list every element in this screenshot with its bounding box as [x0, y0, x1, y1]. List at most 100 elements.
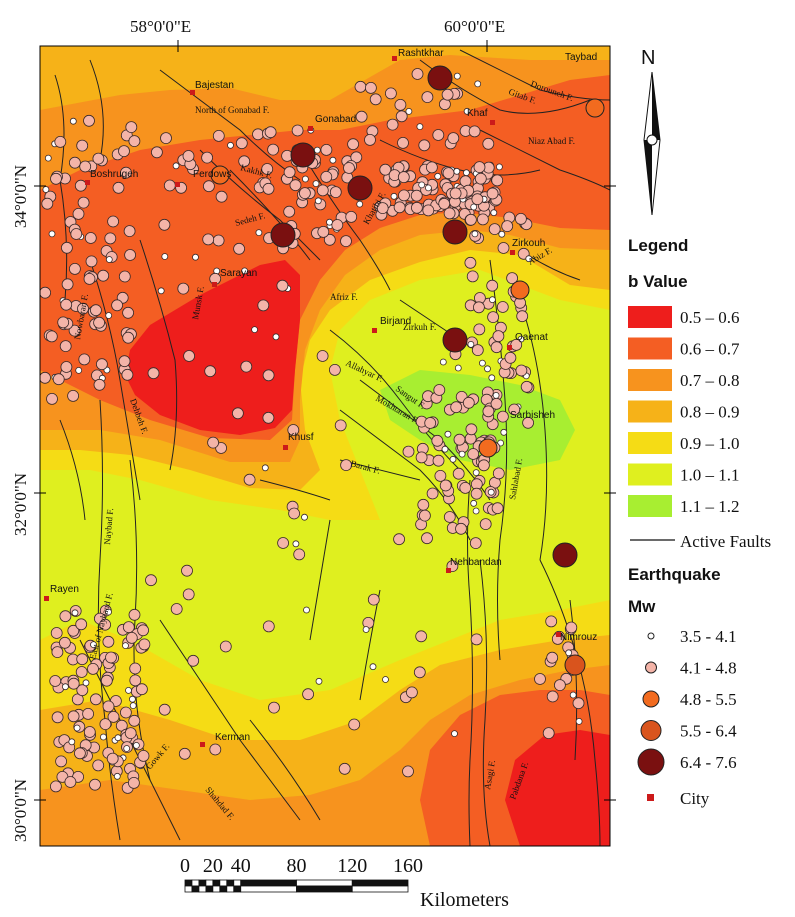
earthquake-point [470, 633, 483, 646]
earthquake-point [402, 765, 414, 778]
earthquake-point [102, 635, 115, 648]
earthquake-point [504, 351, 517, 364]
earthquake-point [331, 219, 344, 231]
earthquake-point [497, 242, 510, 254]
earthquake-point [67, 710, 80, 723]
earthquake-point [434, 172, 442, 180]
earthquake-point [421, 91, 434, 103]
earthquake-point [125, 632, 138, 644]
earthquake-point [157, 287, 165, 295]
earthquake-point [129, 674, 142, 687]
earthquake-point [515, 212, 527, 225]
earthquake-point [328, 363, 341, 376]
earthquake-point [323, 233, 336, 246]
earthquake-point [212, 234, 225, 247]
earthquake-point [354, 80, 367, 93]
earthquake-point [329, 186, 342, 199]
earthquake-point [545, 615, 558, 628]
earthquake-point [315, 677, 323, 685]
city-marker-zirkouh [510, 250, 515, 255]
earthquake-point [124, 249, 137, 261]
earthquake-point [314, 197, 322, 205]
earthquake-point [449, 455, 457, 463]
city-label-taybad: Taybad [565, 52, 597, 63]
earthquake-point [451, 730, 458, 737]
earthquake-point [122, 306, 135, 319]
bvalue-zone-0.5-0.6 [125, 260, 300, 435]
earthquake-point [425, 161, 438, 174]
earthquake-point [84, 232, 97, 244]
earthquake-point [484, 365, 491, 373]
earthquake-point [350, 151, 363, 164]
earthquake-point [93, 316, 105, 329]
city-marker-ferdows [175, 182, 180, 187]
earthquake-point [367, 593, 380, 606]
scale-segment [212, 885, 221, 893]
earthquake-point [74, 747, 86, 760]
earthquake-point [477, 459, 490, 472]
scale-segment [233, 885, 242, 893]
earthquake-point [129, 702, 137, 709]
earthquake-point [61, 241, 73, 254]
earthquake-point [67, 677, 80, 690]
earthquake-point [438, 197, 451, 210]
earthquake-point [267, 143, 280, 156]
earthquake-point [312, 180, 320, 188]
earthquake-point [120, 166, 132, 179]
legend-mw-label: 5.5 - 6.4 [680, 722, 737, 741]
city-marker-khaf [490, 120, 495, 125]
earthquake-point [313, 146, 321, 154]
earthquake-point [291, 124, 304, 137]
earthquake-point [453, 72, 461, 80]
earthquake-point [45, 330, 58, 343]
earthquake-point [376, 202, 389, 215]
earthquake-point [355, 110, 368, 123]
earthquake-point [177, 282, 190, 295]
scale-segment [240, 879, 297, 887]
earthquake-point [490, 209, 498, 217]
earthquake-point [69, 262, 81, 275]
earthquake-point [364, 133, 376, 146]
earthquake-point [426, 487, 439, 500]
graticule-ticks [34, 40, 616, 801]
earthquake-point [181, 564, 193, 577]
earthquake-point-large [347, 175, 373, 201]
earthquake-point [57, 316, 70, 329]
earthquake-point [182, 150, 195, 162]
earthquake-point [395, 110, 408, 123]
earthquake-point [405, 686, 418, 699]
earthquake-point [120, 706, 132, 719]
earthquake-point [410, 189, 423, 202]
earthquake-point [59, 610, 72, 623]
earthquake-point [316, 184, 329, 197]
city-label-zirkouh: Zirkouh [512, 238, 545, 249]
earthquake-point [470, 487, 483, 500]
earthquake-point [516, 310, 529, 323]
earthquake-point [219, 640, 232, 653]
earthquake-point [129, 662, 142, 675]
city-marker-birjand [372, 328, 377, 333]
earthquake-point [488, 223, 501, 236]
earthquake-point [491, 174, 504, 187]
earthquake-point [490, 341, 503, 354]
earthquake-point [48, 230, 56, 238]
earthquake-point [83, 726, 96, 738]
legend-b-label: 0.9 – 1.0 [680, 434, 740, 453]
earthquake-point [472, 507, 480, 515]
earthquake-point [473, 161, 486, 174]
earthquake-point [145, 574, 157, 587]
earthquake-point [432, 454, 445, 467]
earthquake-point [255, 229, 263, 237]
earthquake-point-large [510, 280, 530, 300]
legend-b-label: 0.7 – 0.8 [680, 371, 740, 390]
city-label-boshrugeh: Boshrugeh [90, 169, 138, 180]
earthquake-point [382, 676, 389, 683]
earthquake-point [302, 688, 315, 701]
earthquake-point [77, 302, 89, 315]
legend-b-swatch [628, 337, 672, 360]
map-body: Rashtkhar Taybad Bajestan Khaf Gonabad B… [40, 46, 610, 846]
earthquake-point [491, 502, 504, 515]
city-marker-rayen [44, 596, 49, 601]
earthquake-point-large [270, 222, 296, 248]
earthquake-layer [40, 65, 605, 794]
